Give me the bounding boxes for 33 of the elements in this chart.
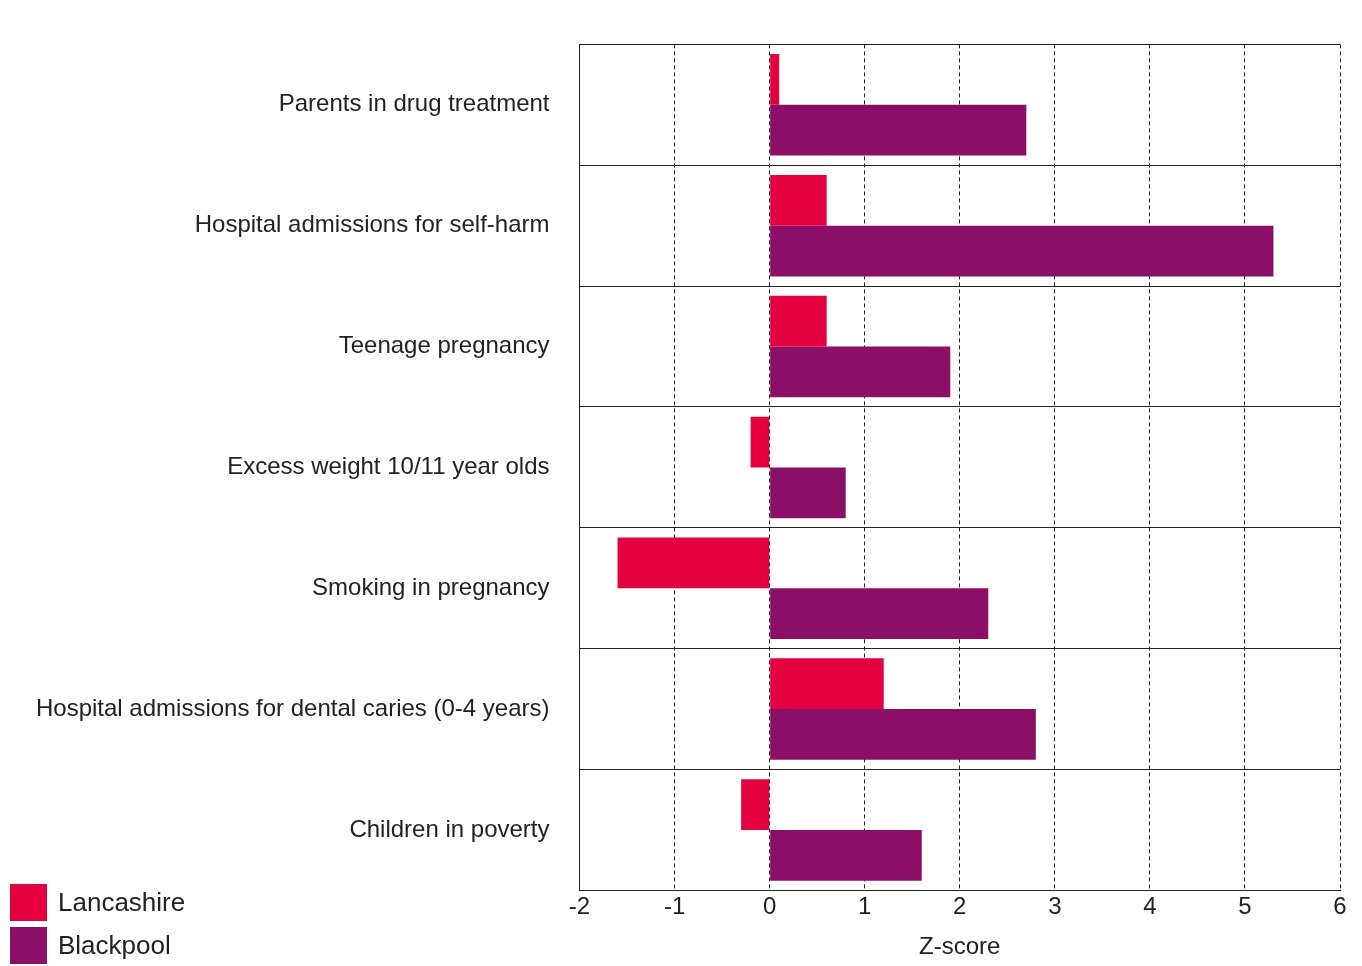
- bar: [770, 225, 1274, 277]
- x-tick-label: 4: [1143, 892, 1157, 920]
- x-tick-label: 5: [1238, 892, 1252, 920]
- x-tick-label: 6: [1333, 892, 1347, 920]
- x-axis-title: Z-score: [919, 932, 1001, 960]
- bar: [770, 829, 922, 881]
- legend-label: Blackpool: [58, 930, 171, 961]
- x-tick-label: -2: [568, 892, 591, 920]
- bar: [617, 537, 770, 589]
- bar: [770, 104, 1027, 156]
- bar: [770, 467, 846, 519]
- y-tick-label: Hospital admissions for dental caries (0-4 years): [35, 693, 550, 721]
- x-tick-label: 2: [953, 892, 967, 920]
- bar: [770, 709, 1036, 760]
- y-tick-label: Parents in drug treatment: [278, 89, 550, 117]
- bar: [741, 779, 770, 830]
- x-tick-label: 1: [858, 892, 872, 920]
- y-tick-label: Children in poverty: [349, 814, 550, 842]
- x-tick-label: 0: [762, 892, 777, 920]
- bar: [770, 346, 951, 398]
- bar: [770, 174, 827, 226]
- bar: [750, 416, 770, 468]
- bar: [770, 588, 989, 640]
- y-tick-label: Smoking in pregnancy: [312, 572, 550, 600]
- x-tick-label: -1: [663, 892, 686, 920]
- bar: [770, 295, 827, 347]
- legend-label: Lancashire: [58, 887, 186, 918]
- y-tick-label: Excess weight 10/11 year olds: [227, 452, 550, 480]
- y-tick-label: Hospital admissions for self-harm: [194, 210, 550, 238]
- y-tick-label: Teenage pregnancy: [338, 331, 550, 359]
- bar: [770, 658, 884, 710]
- bar: [770, 54, 780, 105]
- x-tick-label: 3: [1048, 892, 1062, 920]
